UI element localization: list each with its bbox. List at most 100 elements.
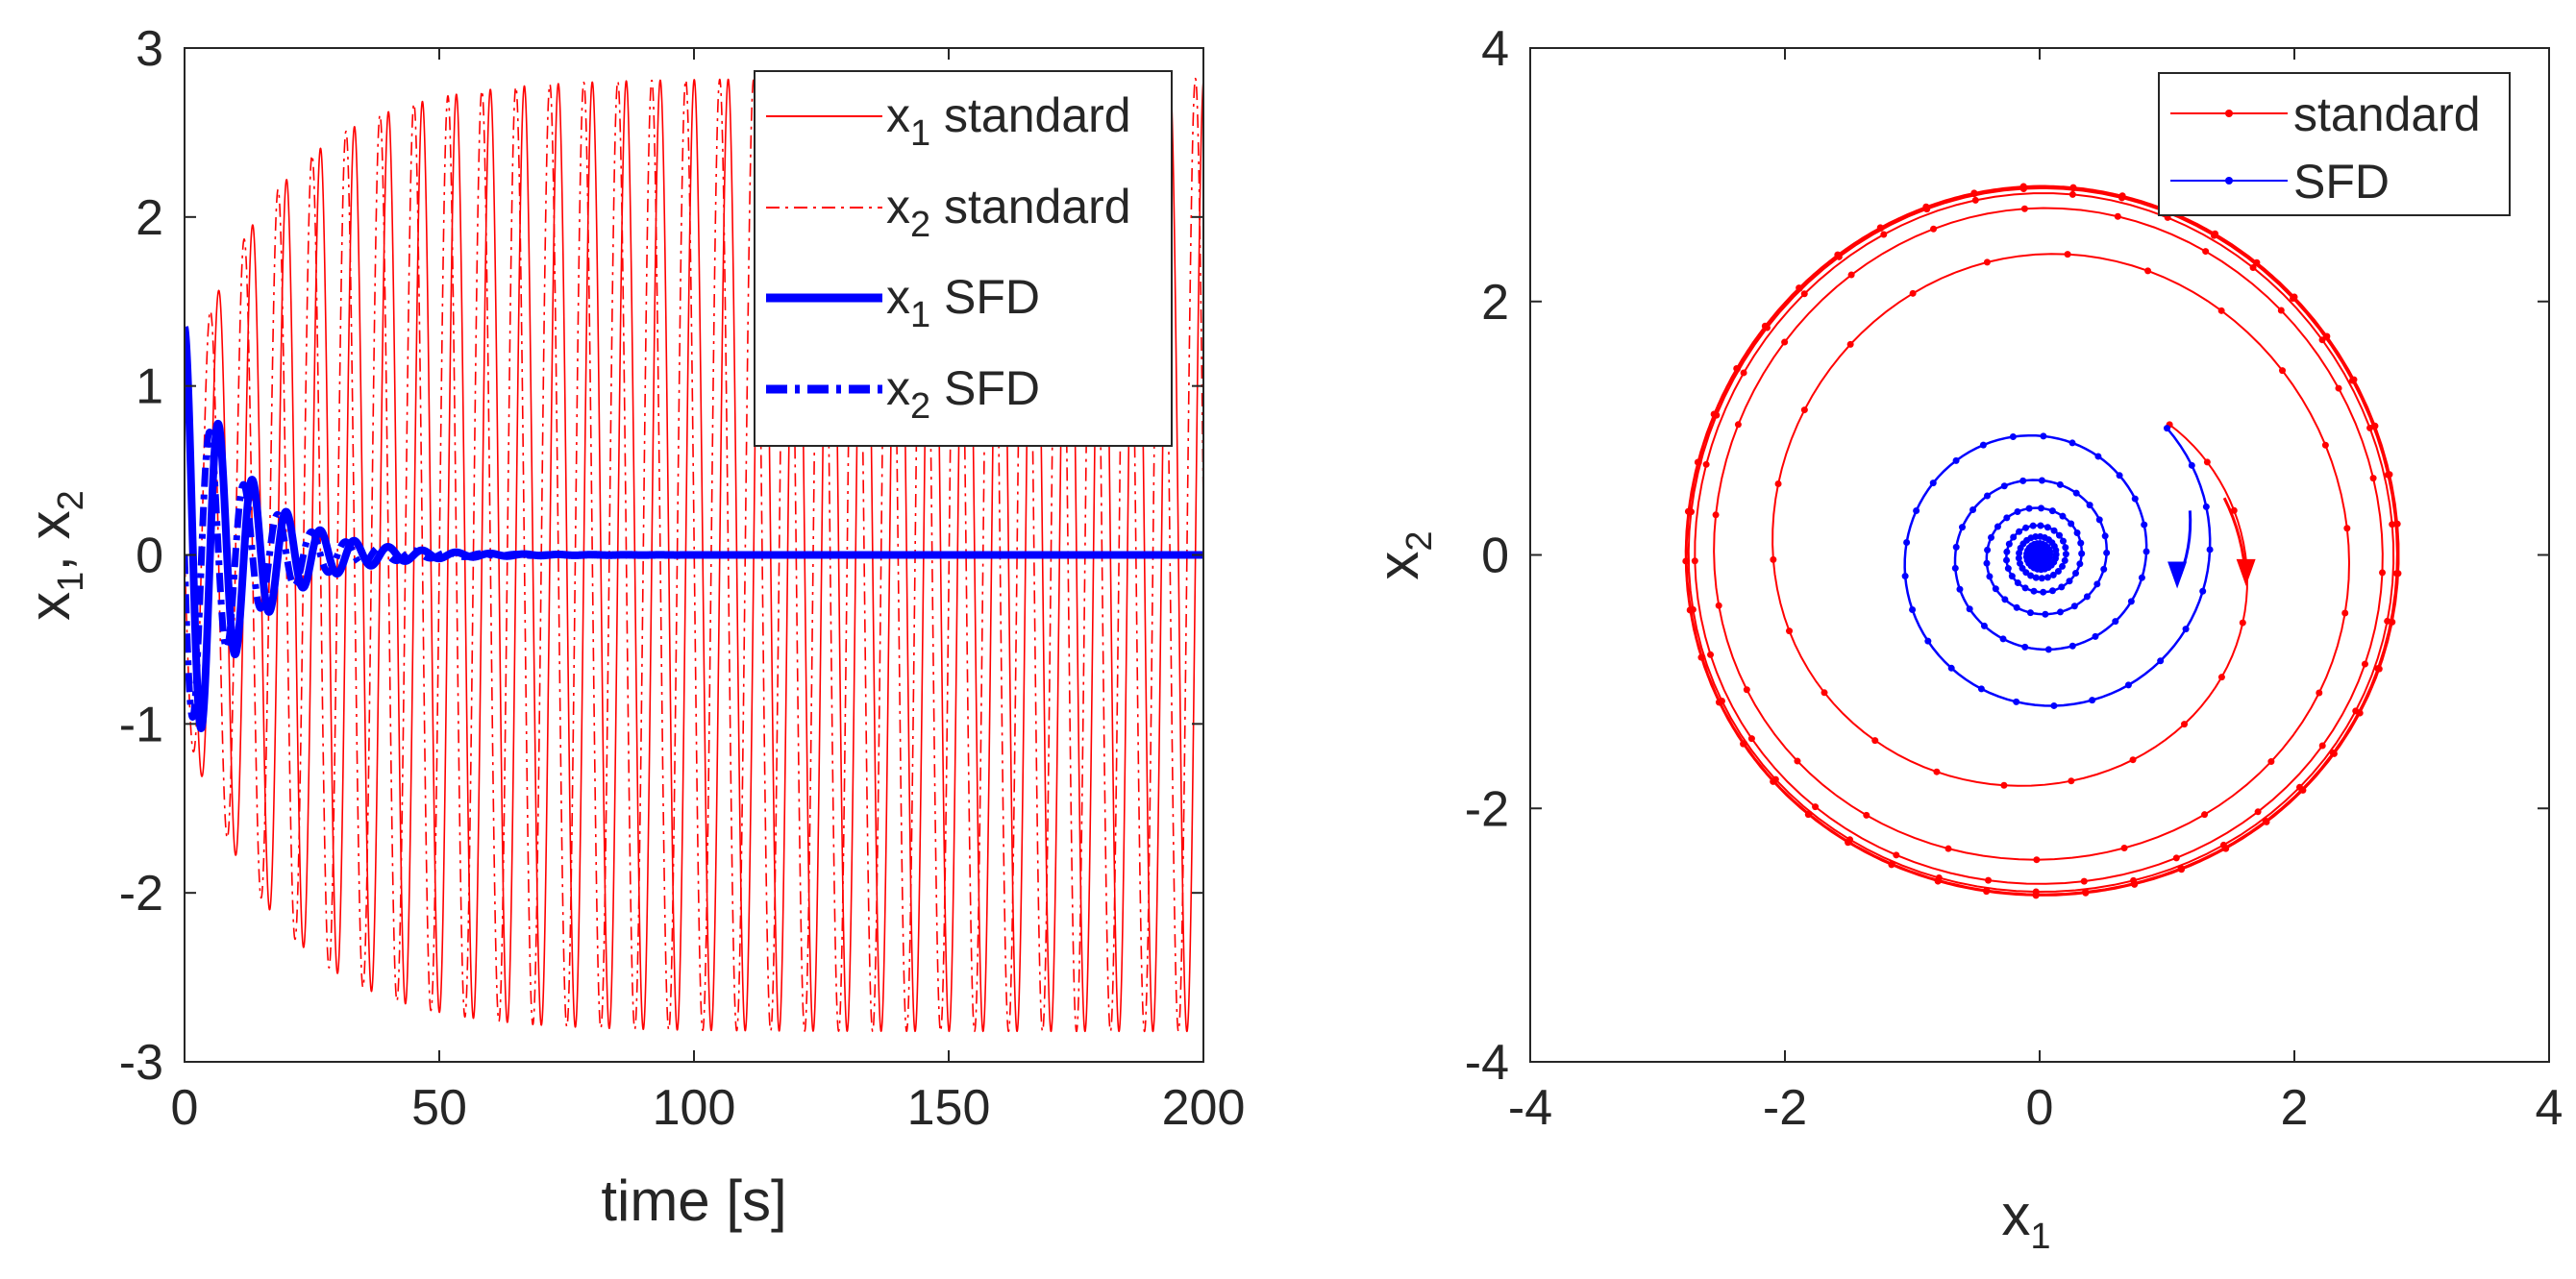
sfd-trajectory-point (2138, 574, 2145, 581)
standard-trajectory-point (2082, 889, 2090, 897)
sfd-trajectory-point (2072, 570, 2079, 578)
left-x-tick-label: 150 (907, 1080, 991, 1136)
sfd-trajectory-point (2009, 433, 2017, 441)
sfd-trajectory-point (2032, 532, 2040, 540)
standard-trajectory-point (2375, 665, 2383, 673)
sfd-trajectory-point (2013, 698, 2020, 705)
left-x-tick-label: 100 (653, 1080, 736, 1136)
sfd-trajectory-point (2048, 507, 2056, 515)
standard-trajectory-point (2033, 856, 2041, 864)
sfd-trajectory-point (2131, 495, 2139, 503)
sfd-trajectory-point (2068, 520, 2075, 528)
standard-trajectory-point (1702, 460, 1710, 468)
sfd-trajectory-point (2021, 584, 2029, 592)
sfd-trajectory-point (2037, 522, 2044, 529)
sfd-trajectory-point (2001, 596, 2009, 603)
sfd-trajectory-point (1913, 507, 1920, 514)
sfd-trajectory-point (2022, 524, 2030, 531)
sfd-trajectory-point (2086, 502, 2093, 509)
standard-trajectory-point (2118, 192, 2126, 200)
standard-trajectory-point (2263, 818, 2270, 825)
sfd-trajectory-point (2015, 554, 2022, 562)
sfd-trajectory-point (2092, 632, 2099, 640)
sfd-trajectory-point (2078, 550, 2086, 557)
standard-trajectory-point (2323, 332, 2331, 340)
sfd-trajectory-point (2124, 681, 2132, 689)
sfd-trajectory-point (2058, 583, 2066, 591)
standard-trajectory-point (2330, 750, 2338, 757)
sfd-trajectory-point (2003, 514, 2011, 522)
right-y-tick-label: 2 (1481, 275, 1509, 331)
sfd-trajectory-point (2021, 643, 2029, 651)
left-y-tick-label: 1 (136, 359, 163, 415)
legend-label-x1-sfd: x1 SFD (886, 270, 1040, 335)
standard-trajectory-point (2019, 183, 2027, 190)
left-x-tick-label: 50 (411, 1080, 467, 1136)
sfd-trajectory-point (2050, 527, 2058, 534)
time-series-panel: 0 50 100 150 200 -3 -2 -1 0 1 2 3 time [s] x1, x2 x… (17, 21, 1245, 1233)
standard-trajectory-point (2267, 758, 2275, 766)
standard-trajectory-point (1800, 290, 1808, 298)
left-y-tick-label: 0 (136, 529, 163, 584)
sfd-trajectory-point (2010, 533, 2018, 541)
right-y-tick-label: 0 (1481, 529, 1509, 584)
standard-direction-arrow-head (2236, 558, 2256, 586)
standard-trajectory-point (2203, 458, 2211, 466)
sfd-direction-arrow-head (2167, 561, 2188, 589)
standard-trajectory-point (2277, 307, 2285, 314)
standard-trajectory-point (1863, 811, 1870, 819)
standard-trajectory-point (1834, 251, 1842, 258)
standard-trajectory-point (1761, 322, 1769, 330)
sfd-trajectory-line (1903, 427, 2212, 707)
standard-trajectory-line (1684, 184, 2400, 897)
sfd-trajectory-point (2182, 626, 2190, 633)
standard-trajectory-point (2129, 756, 2137, 764)
sfd-trajectory-point (2100, 565, 2108, 573)
sfd-trajectory-point (2094, 453, 2102, 460)
standard-trajectory-point (2316, 689, 2323, 697)
standard-trajectory-point (2299, 786, 2307, 794)
standard-trajectory-point (2032, 892, 2040, 899)
standard-trajectory-point (2379, 569, 2387, 577)
standard-trajectory-point (2172, 854, 2180, 862)
sfd-trajectory-point (1924, 637, 1932, 645)
standard-trajectory-point (1871, 737, 1879, 745)
right-x-tick-label: -4 (1508, 1080, 1552, 1136)
standard-trajectory-point (1734, 421, 1742, 429)
standard-trajectory-point (1893, 851, 1900, 859)
sfd-trajectory-point (2061, 556, 2068, 564)
left-y-axis-label: x1, x2 (17, 490, 91, 621)
standard-trajectory-point (1781, 338, 1789, 346)
standard-trajectory-point (1880, 231, 1888, 238)
standard-trajectory-point (2318, 742, 2326, 750)
sfd-trajectory-point (2032, 574, 2040, 581)
legend-label-standard: standard (2293, 87, 2481, 141)
left-legend: x1 standard x2 standard x1 SFD x2 SFD (754, 70, 1173, 447)
sfd-trajectory-point (2042, 610, 2049, 618)
right-x-tick-label: 4 (2536, 1080, 2564, 1136)
legend-marker-sfd (2225, 177, 2233, 184)
standard-trajectory-point (2356, 709, 2364, 717)
sfd-trajectory-point (2029, 522, 2037, 529)
sfd-trajectory-point (2003, 548, 2011, 555)
standard-trajectory-point (1971, 196, 1979, 204)
standard-trajectory-point (2217, 307, 2225, 314)
standard-trajectory-point (2343, 525, 2351, 532)
standard-trajectory-point (2201, 811, 2209, 819)
sfd-trajectory-point (1929, 480, 1937, 487)
standard-trajectory-point (2069, 184, 2077, 191)
standard-trajectory-point (1694, 458, 1701, 466)
standard-trajectory-point (2291, 293, 2298, 301)
standard-trajectory-point (1812, 803, 1820, 811)
standard-trajectory-point (2361, 660, 2368, 668)
sfd-trajectory-point (2014, 579, 2021, 587)
standard-trajectory-point (1909, 289, 1917, 297)
sfd-trajectory-point (2013, 603, 2020, 611)
standard-trajectory-point (1691, 557, 1698, 565)
standard-trajectory-point (1682, 557, 1690, 565)
sfd-trajectory-point (1952, 543, 1960, 551)
right-y-axis-label: x2 (1366, 530, 1440, 579)
sfd-trajectory-point (2055, 531, 2063, 539)
standard-trajectory-point (2181, 721, 2189, 728)
